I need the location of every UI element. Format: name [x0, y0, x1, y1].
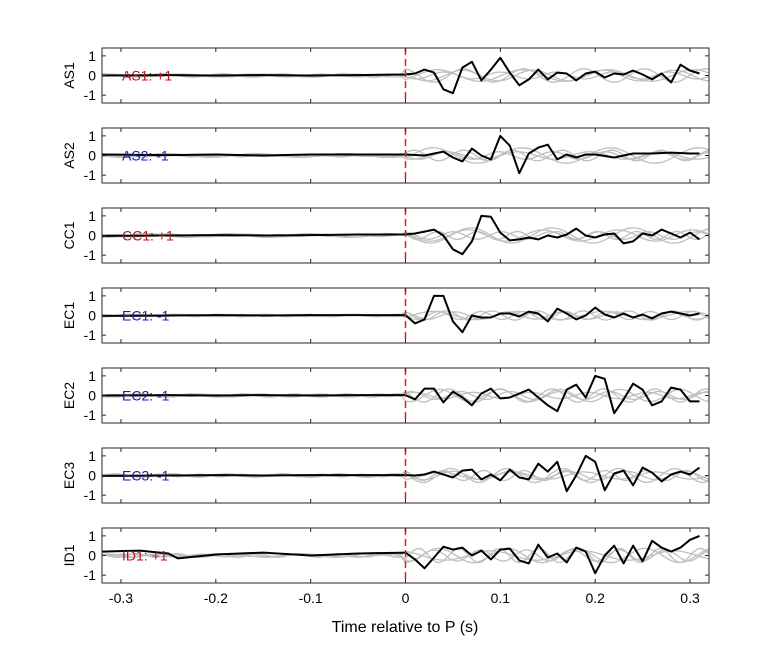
y-axis-label: EC2 — [61, 382, 77, 409]
x-axis-ticks: -0.3 -0.2 -0.1 0 0.1 0.2 0.3 — [109, 590, 700, 606]
x-tick-label: -0.3 — [109, 590, 133, 606]
panel-ec1: 1 0 -1 EC1 EC1: -1 — [61, 287, 710, 344]
y-tick-label: 0 — [88, 388, 96, 404]
y-tick-label: -1 — [84, 167, 97, 183]
y-tick-label: -1 — [84, 567, 97, 583]
y-tick-label: 1 — [88, 128, 96, 144]
y-tick-label: 0 — [88, 228, 96, 244]
polarity-annotation: ID1: +1 — [122, 548, 168, 564]
panel-cc1: 1 0 -1 CC1 CC1: +1 — [61, 207, 710, 264]
x-axis-label: Time relative to P (s) — [332, 619, 479, 636]
y-tick-label: 0 — [88, 308, 96, 324]
y-tick-label: 1 — [88, 448, 96, 464]
series-line-ec2 — [102, 374, 700, 415]
y-tick-label: -1 — [84, 247, 97, 263]
y-axis-label: AS2 — [61, 142, 77, 169]
panel-ec2: 1 0 -1 EC2 EC2: -1 — [61, 367, 710, 424]
y-axis-label: CC1 — [61, 221, 77, 249]
polarity-annotation: AS2: -1 — [122, 148, 169, 164]
background-trace — [102, 147, 709, 164]
polarity-annotation: EC3: -1 — [122, 468, 170, 484]
y-axis-label: EC1 — [61, 302, 77, 329]
y-tick-label: 1 — [88, 48, 96, 64]
y-tick-label: 0 — [88, 148, 96, 164]
polarity-annotation: AS1: +1 — [122, 68, 172, 84]
y-tick-label: 1 — [88, 288, 96, 304]
panel-as1: 1 0 -1 AS1 AS1: +1 — [61, 47, 710, 104]
series-line-as1 — [102, 56, 700, 95]
polarity-annotation: CC1: +1 — [122, 228, 174, 244]
y-tick-label: 0 — [88, 68, 96, 84]
polarity-annotation: EC2: -1 — [122, 388, 170, 404]
y-tick-label: 1 — [88, 208, 96, 224]
panel-as2: 1 0 -1 AS2 AS2: -1 — [61, 127, 710, 184]
y-axis-label: ID1 — [61, 544, 77, 566]
y-tick-label: -1 — [84, 407, 97, 423]
x-tick-label: -0.1 — [299, 590, 323, 606]
y-tick-label: -1 — [84, 487, 97, 503]
y-tick-label: 1 — [88, 528, 96, 544]
y-tick-label: -1 — [84, 327, 97, 343]
x-tick-label: 0.2 — [585, 590, 605, 606]
series-line-as2 — [102, 134, 700, 175]
x-tick-label: 0.1 — [491, 590, 511, 606]
y-tick-label: 1 — [88, 368, 96, 384]
series-line-ec1 — [102, 294, 700, 334]
y-axis-label: AS1 — [61, 62, 77, 89]
series-line-id1 — [102, 534, 700, 575]
panel-id1: 1 0 -1 ID1 ID1: +1 — [61, 527, 710, 584]
panels: 1 0 -1 AS1 AS1: +1 1 0 -1 AS2 AS2: -1 1 0 -1 CC1 CC1: … — [61, 47, 710, 584]
y-tick-label: 0 — [88, 468, 96, 484]
y-tick-label: -1 — [84, 87, 97, 103]
x-tick-label: -0.2 — [204, 590, 228, 606]
y-axis-label: EC3 — [61, 462, 77, 489]
x-tick-label: 0.3 — [680, 590, 700, 606]
panel-ec3: 1 0 -1 EC3 EC3: -1 — [61, 447, 710, 504]
polarity-annotation: EC1: -1 — [122, 308, 170, 324]
x-tick-label: 0 — [402, 590, 410, 606]
series-line-cc1 — [102, 214, 701, 256]
series-line-ec3 — [102, 454, 701, 493]
y-tick-label: 0 — [88, 548, 96, 564]
